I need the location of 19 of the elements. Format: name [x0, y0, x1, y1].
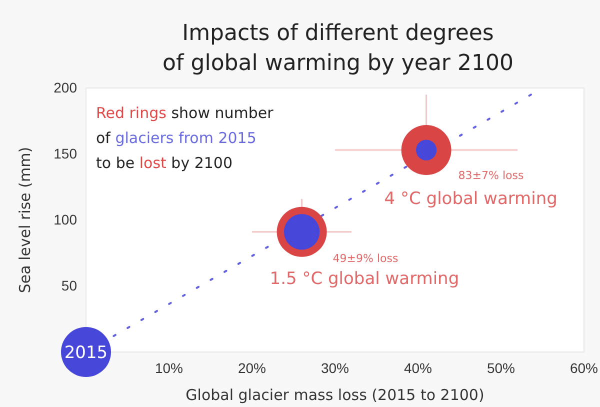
- annotation: 83±7% loss: [458, 169, 524, 182]
- annotation: 4 °C global warming: [384, 189, 558, 210]
- y-tick-label: 50: [61, 277, 78, 294]
- y-tick-label: 200: [54, 79, 78, 96]
- x-tick-label: 30%: [320, 360, 350, 376]
- y-tick-label: 150: [54, 145, 78, 162]
- x-tick-label: 60%: [570, 360, 598, 376]
- y-tick-label: 100: [54, 211, 78, 228]
- annotation: 2015: [64, 343, 108, 363]
- x-tick-label: 10%: [154, 360, 184, 376]
- x-tick-label: 50%: [486, 360, 516, 376]
- x-tick-label: 20%: [238, 360, 266, 376]
- x-tick-label: 40%: [404, 360, 432, 376]
- chart-title: Impacts of different degrees of global warming by year 2100: [162, 21, 514, 76]
- text: Red rings show number of glaciers from 2015 to be lost by 2100: [96, 104, 274, 172]
- x-axis-title: Global glacier mass loss (2015 to 2100): [186, 386, 484, 404]
- annotation: 1.5 °C global warming: [270, 268, 460, 289]
- annotation: 49±9% loss: [332, 252, 398, 265]
- y-axis-title: Sea level rise (mm): [16, 146, 34, 294]
